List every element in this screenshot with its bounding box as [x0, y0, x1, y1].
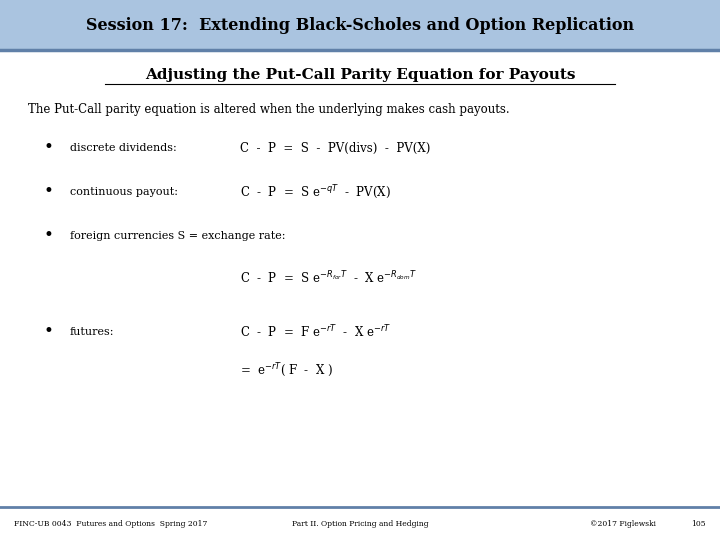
Text: Part II. Option Pricing and Hedging: Part II. Option Pricing and Hedging: [292, 520, 428, 528]
Text: •: •: [43, 184, 53, 200]
Text: discrete dividends:: discrete dividends:: [70, 143, 176, 153]
Text: Session 17:  Extending Black-Scholes and Option Replication: Session 17: Extending Black-Scholes and …: [86, 17, 634, 33]
Text: 105: 105: [691, 520, 706, 528]
Text: C  -  P  =  S  -  PV(divs)  -  PV(X): C - P = S - PV(divs) - PV(X): [240, 141, 431, 154]
Text: •: •: [43, 139, 53, 157]
Text: FINC-UB 0043  Futures and Options  Spring 2017: FINC-UB 0043 Futures and Options Spring …: [14, 520, 207, 528]
Bar: [0, 0, 720, 50]
Text: continuous payout:: continuous payout:: [70, 187, 178, 197]
Text: futures:: futures:: [70, 327, 114, 337]
Text: foreign currencies S = exchange rate:: foreign currencies S = exchange rate:: [70, 231, 286, 241]
Text: ©2017 Figlewski: ©2017 Figlewski: [590, 520, 656, 528]
Text: •: •: [43, 227, 53, 245]
Text: •: •: [43, 323, 53, 341]
Text: The Put-Call parity equation is altered when the underlying makes cash payouts.: The Put-Call parity equation is altered …: [28, 104, 510, 117]
Text: C  -  P  =  F e$^{-rT}$  -  X e$^{-rT}$: C - P = F e$^{-rT}$ - X e$^{-rT}$: [240, 323, 391, 340]
Text: =  e$^{-rT}$( F  -  X ): = e$^{-rT}$( F - X ): [240, 361, 333, 379]
Text: C  -  P  =  S e$^{-R_{for}T}$  -  X e$^{-R_{dom}T}$: C - P = S e$^{-R_{for}T}$ - X e$^{-R_{do…: [240, 269, 417, 286]
Text: C  -  P  =  S e$^{-qT}$  -  PV(X): C - P = S e$^{-qT}$ - PV(X): [240, 183, 391, 201]
Text: Adjusting the Put-Call Parity Equation for Payouts: Adjusting the Put-Call Parity Equation f…: [145, 68, 575, 82]
